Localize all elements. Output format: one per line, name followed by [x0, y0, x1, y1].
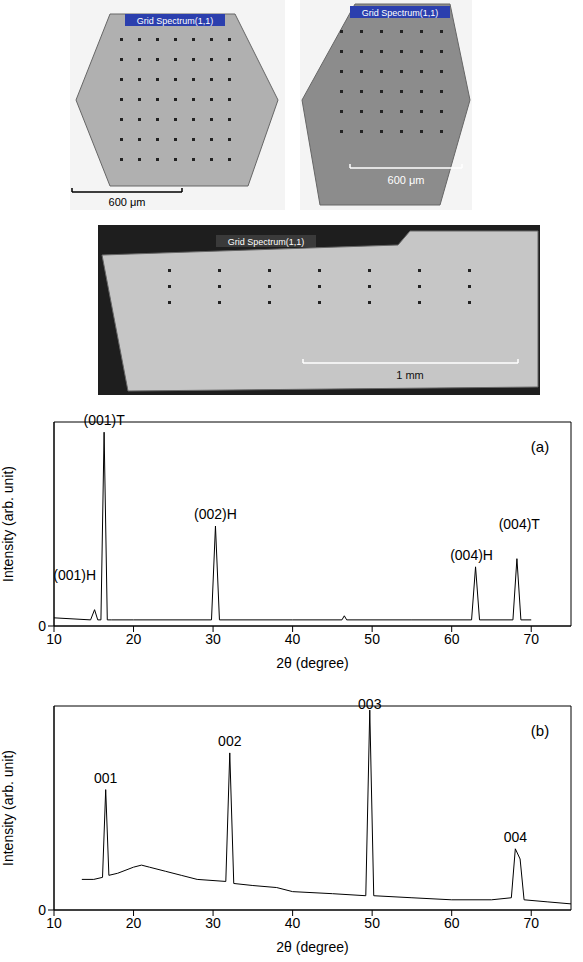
- svg-text:40: 40: [285, 915, 301, 931]
- svg-text:(002)H: (002)H: [194, 506, 237, 522]
- svg-text:Intensity (arb. unit): Intensity (arb. unit): [0, 466, 16, 582]
- svg-text:60: 60: [444, 915, 460, 931]
- svg-text:004: 004: [504, 829, 528, 845]
- svg-text:003: 003: [358, 696, 382, 712]
- svg-text:600 μm: 600 μm: [388, 174, 425, 186]
- svg-text:002: 002: [218, 733, 242, 749]
- svg-text:20: 20: [126, 915, 142, 931]
- svg-text:50: 50: [364, 915, 380, 931]
- svg-text:50: 50: [364, 631, 380, 647]
- svg-text:(004)T: (004)T: [499, 516, 541, 532]
- svg-text:(b): (b): [531, 722, 549, 739]
- svg-text:10: 10: [46, 631, 62, 647]
- svg-text:10: 10: [46, 915, 62, 931]
- svg-text:001: 001: [94, 770, 118, 786]
- svg-text:1 mm: 1 mm: [396, 369, 424, 381]
- svg-text:0: 0: [38, 618, 46, 634]
- svg-text:600 μm: 600 μm: [109, 196, 146, 208]
- svg-text:(001)H: (001)H: [53, 567, 96, 583]
- svg-text:Grid Spectrum(1,1): Grid Spectrum(1,1): [228, 237, 305, 247]
- svg-text:70: 70: [523, 915, 539, 931]
- svg-text:(001)T: (001)T: [83, 412, 125, 428]
- svg-text:Grid Spectrum(1,1): Grid Spectrum(1,1): [362, 8, 439, 18]
- svg-text:30: 30: [205, 631, 221, 647]
- svg-text:0: 0: [38, 902, 46, 918]
- svg-text:Grid Spectrum(1,1): Grid Spectrum(1,1): [137, 16, 214, 26]
- svg-text:40: 40: [285, 631, 301, 647]
- svg-text:2θ (degree): 2θ (degree): [276, 939, 348, 955]
- svg-text:20: 20: [126, 631, 142, 647]
- svg-text:70: 70: [523, 631, 539, 647]
- svg-text:2θ (degree): 2θ (degree): [276, 655, 348, 671]
- svg-text:(004)H: (004)H: [450, 547, 493, 563]
- svg-text:Intensity (arb. unit): Intensity (arb. unit): [0, 750, 16, 866]
- svg-text:60: 60: [444, 631, 460, 647]
- svg-text:(a): (a): [531, 438, 549, 455]
- svg-text:30: 30: [205, 915, 221, 931]
